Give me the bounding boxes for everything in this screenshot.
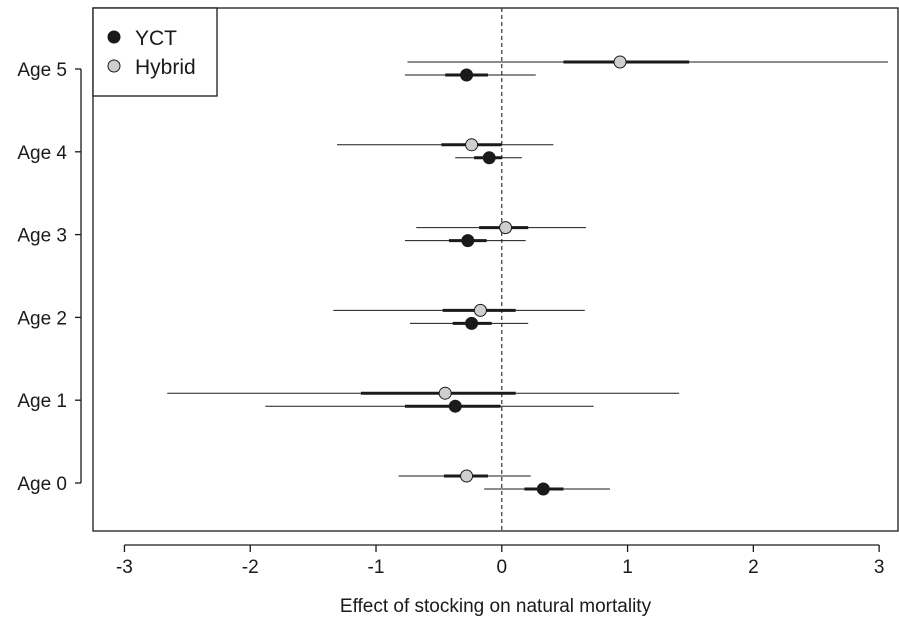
y-tick-label: Age 4 (17, 143, 67, 164)
x-tick-label: -3 (116, 557, 133, 578)
point-estimate (438, 386, 452, 400)
legend: YCT Hybrid (92, 7, 218, 97)
point-estimate (473, 303, 487, 317)
legend-label: YCT (135, 27, 177, 50)
legend-label: Hybrid (135, 56, 196, 79)
y-tick-label: Age 5 (17, 60, 67, 81)
point-estimate (465, 138, 479, 152)
y-tick-label: Age 3 (17, 226, 67, 247)
point-estimate (465, 316, 479, 330)
plot-frame (92, 7, 899, 532)
x-tick-label: -1 (368, 557, 385, 578)
point-estimate (499, 221, 513, 235)
point-estimate (461, 234, 475, 248)
y-axis: Age 5 Age 4 Age 3 Age 2 Age 1 Age 0 (17, 60, 82, 495)
x-tick-label: 2 (748, 557, 759, 578)
point-estimate (460, 68, 474, 82)
x-tick-label: 0 (497, 557, 508, 578)
y-tick-label: Age 2 (17, 308, 67, 329)
point-estimate (448, 399, 462, 413)
legend-marker (107, 30, 121, 44)
point-estimate (482, 151, 496, 165)
point-estimate (613, 55, 627, 69)
point-estimate (536, 482, 550, 496)
x-axis: -3 -2 -1 0 1 2 3 (116, 544, 885, 578)
x-axis-title: Effect of stocking on natural mortality (340, 596, 652, 617)
point-estimate (460, 469, 474, 483)
legend-marker (107, 59, 121, 73)
x-tick-label: 1 (622, 557, 633, 578)
data-marks (167, 55, 888, 496)
x-tick-label: -2 (242, 557, 259, 578)
legend-box (92, 7, 218, 97)
y-tick-label: Age 0 (17, 474, 67, 495)
x-tick-label: 3 (874, 557, 885, 578)
y-tick-label: Age 1 (17, 391, 67, 412)
